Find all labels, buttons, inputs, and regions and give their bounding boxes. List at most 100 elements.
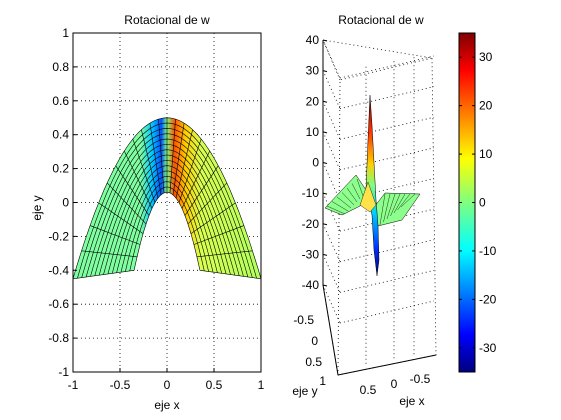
left-mesh-curve [125, 181, 209, 272]
right-ticks: 40 30 20 10 0 -10 -20 -30 -40 -0.5 0 0.5 1 0.5 0 -0.5 [293, 33, 430, 397]
right-wing-mesh [390, 193, 401, 217]
left-mesh-curve [98, 149, 236, 276]
left-mesh-curve [94, 144, 240, 276]
left-ytick-label: 0 [62, 196, 69, 210]
right-wing-mesh [351, 183, 361, 200]
colorbar-tick-label: 30 [479, 50, 493, 64]
left-xlabel: eje x [154, 398, 179, 412]
right-wing-mesh [397, 193, 411, 211]
left-mesh-curve [129, 186, 205, 271]
left-mesh-curve [116, 170, 218, 273]
colorbar: 30 20 10 0 -10 -20 -30 [458, 32, 497, 373]
right-ztick-mark [322, 223, 328, 226]
left-mesh-curve [90, 138, 244, 277]
right-xtick-label: -0.5 [410, 372, 431, 386]
left-mesh-curve [81, 128, 253, 278]
right-wing-mesh [393, 193, 406, 214]
right-box-edge [322, 39, 341, 81]
right-spike [365, 95, 380, 276]
left-mesh-curve [107, 160, 227, 274]
right-ztick-mark [322, 100, 328, 103]
right-zgrid-line [322, 223, 341, 262]
right-ytick-label: 0.5 [305, 355, 322, 369]
right-spike-base [359, 181, 377, 213]
left-xtick-label: 0.5 [206, 378, 223, 392]
right-wing-mesh [326, 205, 346, 215]
right-zgrid-line [322, 254, 341, 293]
left-ytick-label: -0.8 [48, 331, 69, 345]
right-wing-right [374, 192, 421, 227]
left-ytick-label: -0.2 [48, 229, 69, 243]
right-zgrid-line [339, 116, 435, 140]
left-axes: -1 -0.5 0 0.5 1 1 0.8 0.6 0.4 0.2 0 -0.2 -0.4 -0.6 -0.… [30, 13, 265, 412]
left-ytick-label: 0.2 [52, 162, 69, 176]
right-wing-mesh [346, 187, 358, 203]
right-ztick-label: -30 [302, 247, 320, 261]
right-ytick-label: 0 [311, 334, 318, 348]
left-title: Rotacional de w [124, 13, 210, 27]
left-xtick-label: 0 [164, 378, 171, 392]
left-mesh-curve [72, 117, 262, 279]
left-ytick-label: -0.4 [48, 263, 69, 277]
right-ztick-mark [322, 192, 328, 195]
left-mesh-curve [77, 122, 257, 279]
right-ztick-mark [322, 39, 328, 42]
right-zgrid-line [339, 300, 435, 324]
right-zgrid-line [322, 131, 341, 171]
left-ylabel: eje y [30, 195, 44, 220]
right-zgrid-line [339, 147, 435, 171]
right-zgrid-line [322, 162, 341, 201]
left-xtick-label: 1 [258, 378, 265, 392]
left-mesh-curve [133, 191, 201, 271]
left-xtick-label: -1 [68, 378, 79, 392]
right-zgrid-line [339, 86, 435, 110]
right-wing-mesh [331, 201, 349, 212]
colorbar-tick-label: -30 [479, 341, 497, 355]
left-ytick-label: -1 [58, 365, 69, 379]
left-ytick-label: 0.6 [52, 94, 69, 108]
right-zgrid-line [322, 70, 341, 109]
right-wing-mesh [356, 178, 364, 197]
right-axes: 40 30 20 10 0 -10 -20 -30 -40 -0.5 0 0.5 1 0.5 0 -0.5 R… [292, 13, 437, 408]
right-ytick-label: -0.5 [293, 313, 314, 327]
right-x-axis [337, 354, 437, 376]
left-mesh-curve [112, 165, 222, 274]
right-zgrid-line [339, 269, 435, 293]
right-ztick-label: 20 [306, 94, 320, 108]
left-ytick-label: 0.8 [52, 60, 69, 74]
right-ztick-mark [322, 253, 328, 256]
right-zgrid-line [322, 39, 341, 79]
right-ztick-mark [322, 70, 328, 73]
colorbar-tick-label: 20 [479, 99, 493, 113]
colorbar-tick-label: -10 [479, 244, 497, 258]
right-zgrid-line [339, 55, 435, 79]
right-ytick-label: 1 [319, 374, 326, 388]
right-xlabel: eje x [399, 394, 424, 408]
right-surface [324, 95, 421, 276]
colorbar-tick-label: 10 [479, 147, 493, 161]
right-wing-mesh [379, 193, 386, 226]
left-mesh-curve [85, 133, 249, 278]
right-zgrid-line [322, 101, 341, 140]
right-zgrid-line [322, 284, 341, 324]
left-surface [72, 117, 262, 280]
right-zgrid-line [339, 239, 435, 263]
right-ylabel: eje y [292, 384, 317, 398]
right-zgrid-line [322, 192, 341, 232]
right-wing-mesh [400, 193, 416, 208]
right-ztick-label: 0 [312, 156, 319, 170]
left-mesh-line [199, 270, 262, 280]
right-y-axis [322, 284, 339, 376]
right-wing-mesh [336, 196, 352, 209]
right-ztick-mark [322, 162, 328, 164]
right-ztick-label: -20 [302, 217, 320, 231]
left-xtick-label: -0.5 [110, 378, 131, 392]
left-mesh-curve [103, 154, 231, 275]
right-ztick-mark [322, 284, 328, 287]
right-ztick-label: -10 [302, 186, 320, 200]
right-wing-mesh [341, 192, 355, 206]
colorbar-tick-label: 0 [479, 196, 486, 210]
right-ztick-label: 40 [306, 33, 320, 47]
left-ticks: -1 -0.5 0 0.5 1 1 0.8 0.6 0.4 0.2 0 -0.2 -0.4 -0.6 -0.… [48, 26, 264, 392]
